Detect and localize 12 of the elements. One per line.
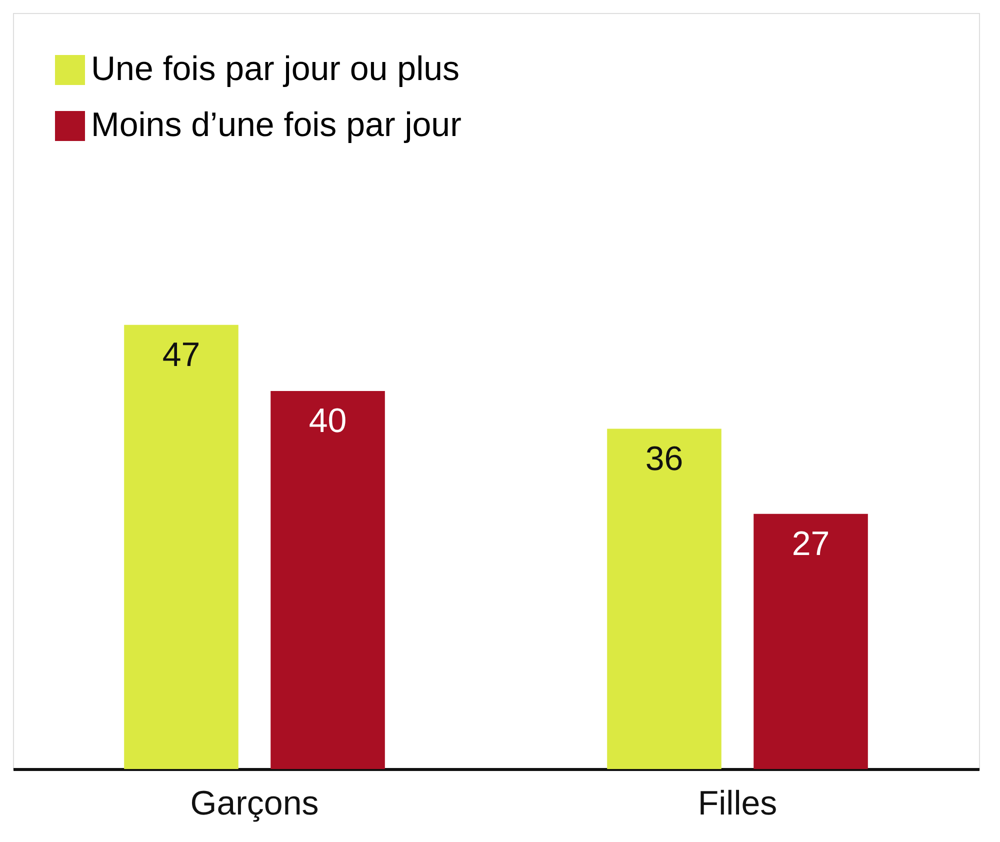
bar bbox=[754, 514, 868, 769]
x-tick-label: Garçons bbox=[190, 784, 319, 822]
bar bbox=[607, 428, 722, 769]
x-tick-label: Filles bbox=[698, 784, 778, 822]
legend-label: Moins d’une fois par jour bbox=[91, 106, 462, 144]
bar bbox=[124, 324, 238, 769]
data-label: 27 bbox=[792, 524, 830, 563]
bar bbox=[270, 391, 385, 769]
data-label: 36 bbox=[645, 440, 684, 478]
legend-label: Une fois par jour ou plus bbox=[91, 50, 460, 88]
data-label: 40 bbox=[308, 402, 347, 440]
data-label: 47 bbox=[162, 336, 200, 374]
